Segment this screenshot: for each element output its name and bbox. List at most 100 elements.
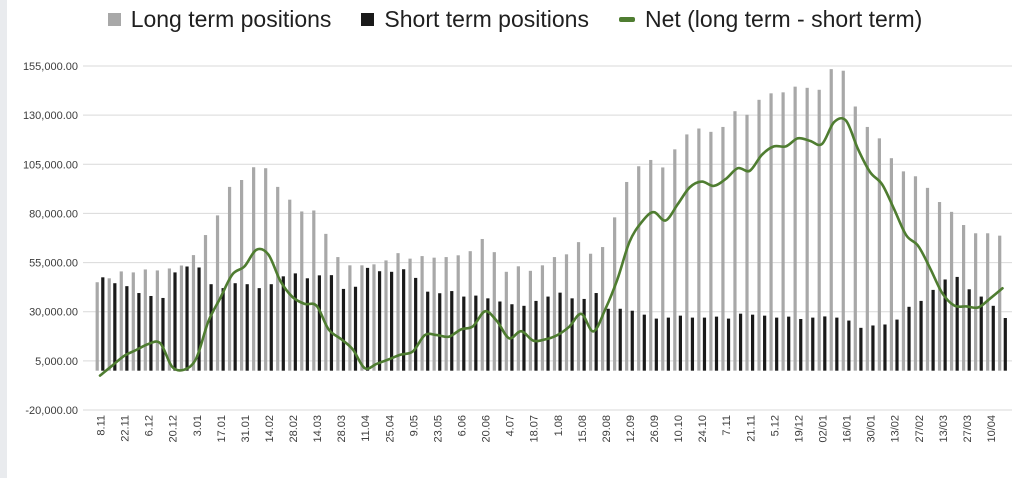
- x-tick-label: 5.12: [769, 415, 781, 436]
- bar-long-term: [155, 270, 159, 371]
- bar-long-term: [637, 166, 641, 371]
- x-tick-label: 14.03: [312, 415, 324, 443]
- bar-long-term: [456, 255, 460, 371]
- x-tick-label: 21.11: [745, 415, 757, 442]
- bar-short-term: [402, 269, 406, 371]
- bar-short-term: [967, 289, 971, 371]
- bar-short-term: [305, 278, 309, 371]
- long-term-square-icon: [107, 13, 121, 26]
- short-term-square-icon: [361, 13, 375, 26]
- bar-long-term: [697, 128, 701, 371]
- bar-short-term: [787, 316, 791, 371]
- bar-long-term: [444, 257, 448, 371]
- x-tick-label: 12.09: [625, 415, 637, 443]
- bar-long-term: [131, 272, 135, 371]
- bar-short-term: [390, 271, 394, 371]
- bar-short-term: [197, 267, 201, 371]
- x-tick-label: 10.10: [673, 415, 685, 443]
- x-tick-label: 22.11: [120, 415, 132, 442]
- bar-short-term: [594, 293, 598, 371]
- bar-short-term: [426, 291, 430, 371]
- bar-long-term: [613, 217, 617, 371]
- y-tick-label: 155,000.00: [23, 61, 78, 73]
- bar-long-term: [492, 252, 496, 371]
- bar-long-term: [516, 266, 520, 371]
- bar-short-term: [101, 277, 105, 371]
- bar-short-term: [149, 295, 153, 371]
- bar-short-term: [690, 317, 695, 371]
- bar-long-term: [781, 92, 785, 371]
- bar-short-term: [125, 286, 129, 371]
- bar-long-term: [540, 265, 545, 371]
- bar-long-term: [901, 171, 906, 371]
- bar-short-term: [979, 296, 983, 371]
- bar-long-term: [107, 278, 111, 371]
- bar-long-term: [300, 211, 304, 371]
- bar-short-term: [799, 318, 803, 371]
- x-tick-label: 4.07: [505, 415, 517, 436]
- bar-short-term: [486, 298, 490, 371]
- bar-short-term: [353, 286, 358, 371]
- bar-long-term: [191, 255, 196, 371]
- bar-short-term: [233, 283, 237, 371]
- bar-short-term: [209, 284, 213, 371]
- x-tick-label: 15.08: [577, 415, 589, 443]
- bar-long-term: [576, 242, 581, 371]
- bar-long-term: [420, 256, 424, 371]
- x-tick-label: 13/02: [890, 415, 902, 443]
- bar-short-term: [811, 317, 815, 371]
- bar-long-term: [685, 134, 689, 371]
- bar-short-term: [293, 273, 297, 371]
- bar-long-term: [817, 89, 821, 371]
- bar-long-term: [998, 235, 1002, 371]
- bar-long-term: [504, 271, 508, 371]
- legend-label-long-term: Long term positions: [130, 6, 332, 32]
- bar-short-term: [113, 283, 117, 371]
- bar-short-term: [919, 300, 923, 371]
- bar-long-term: [468, 251, 472, 371]
- bar-long-term: [480, 238, 484, 371]
- bar-long-term: [925, 187, 930, 371]
- x-tick-label: 14.02: [264, 415, 276, 443]
- bar-long-term: [167, 268, 171, 371]
- bar-short-term: [414, 277, 418, 371]
- bar-short-term: [775, 317, 779, 371]
- bar-long-term: [865, 126, 869, 371]
- bar-long-term: [913, 176, 918, 371]
- legend-item-net: Net (long term - short term): [618, 6, 922, 33]
- bar-short-term: [642, 314, 646, 371]
- bar-short-term: [546, 296, 550, 371]
- x-tick-label: 6.12: [144, 415, 156, 436]
- bar-long-term: [649, 159, 653, 371]
- bar-short-term: [474, 295, 478, 371]
- x-tick-label: 28.02: [288, 415, 300, 443]
- bar-short-term: [751, 314, 755, 371]
- bar-short-term: [895, 319, 899, 371]
- bar-short-term: [871, 325, 875, 371]
- bar-short-term: [161, 297, 165, 371]
- bar-long-term: [240, 180, 244, 371]
- bar-short-term: [606, 308, 610, 371]
- bar-short-term: [269, 284, 273, 371]
- y-tick-label: 105,000.00: [23, 159, 78, 171]
- bar-short-term: [763, 315, 767, 371]
- bar-long-term: [95, 282, 99, 371]
- bar-short-term: [498, 301, 502, 371]
- bar-long-term: [336, 257, 340, 371]
- bar-short-term: [317, 275, 321, 371]
- y-tick-label: 30,000.00: [29, 307, 78, 319]
- bar-long-term: [889, 158, 893, 371]
- x-tick-label: 24.10: [697, 415, 709, 443]
- x-tick-label: 02/01: [818, 415, 830, 443]
- bar-long-term: [552, 257, 557, 371]
- x-tick-label: 17.01: [216, 415, 228, 443]
- bar-short-term: [221, 288, 225, 371]
- bar-short-term: [582, 298, 586, 371]
- x-tick-label: 16/01: [842, 415, 854, 443]
- bar-long-term: [877, 138, 881, 371]
- bar-short-term: [907, 306, 911, 371]
- bar-long-term: [348, 265, 352, 371]
- bar-short-term: [678, 315, 682, 371]
